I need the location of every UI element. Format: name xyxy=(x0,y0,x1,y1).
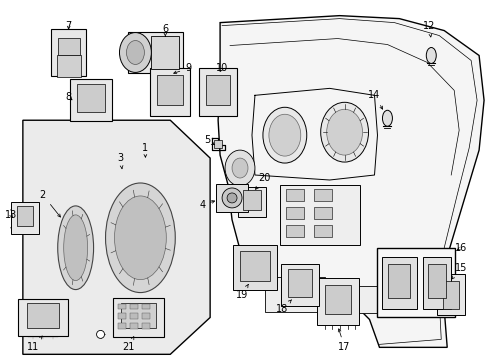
Bar xyxy=(280,264,318,306)
Text: 16: 16 xyxy=(454,243,467,253)
Text: 3: 3 xyxy=(117,153,123,169)
Bar xyxy=(199,68,237,116)
Bar xyxy=(17,206,33,226)
Text: 5: 5 xyxy=(203,135,214,145)
Bar xyxy=(313,189,331,201)
Bar xyxy=(216,184,247,212)
Bar xyxy=(157,75,183,105)
Bar xyxy=(442,280,458,309)
Bar xyxy=(206,75,229,105)
Text: 4: 4 xyxy=(199,200,214,210)
Bar xyxy=(130,303,138,310)
Text: 12: 12 xyxy=(422,21,435,37)
Bar xyxy=(287,269,311,297)
Bar xyxy=(344,285,394,314)
Bar xyxy=(130,314,138,319)
Ellipse shape xyxy=(232,158,247,178)
Bar xyxy=(387,264,409,298)
Bar xyxy=(142,323,150,329)
Ellipse shape xyxy=(58,206,93,289)
Bar xyxy=(316,278,358,325)
Ellipse shape xyxy=(96,330,104,338)
Ellipse shape xyxy=(326,109,362,155)
Text: 8: 8 xyxy=(65,92,72,102)
Text: 11: 11 xyxy=(27,336,42,352)
Bar xyxy=(142,314,150,319)
Ellipse shape xyxy=(114,196,166,280)
Polygon shape xyxy=(23,120,210,354)
Bar xyxy=(285,225,303,237)
Bar xyxy=(58,37,80,55)
Text: 1: 1 xyxy=(142,143,148,157)
Ellipse shape xyxy=(224,150,254,186)
Bar xyxy=(423,257,450,309)
Bar xyxy=(151,36,179,69)
Ellipse shape xyxy=(126,41,144,64)
Bar xyxy=(112,298,164,337)
Text: 9: 9 xyxy=(173,63,191,74)
Ellipse shape xyxy=(226,193,237,203)
Ellipse shape xyxy=(222,188,242,208)
Bar xyxy=(264,277,324,312)
Bar xyxy=(51,28,86,76)
Bar xyxy=(150,68,190,116)
Bar xyxy=(427,264,446,298)
Ellipse shape xyxy=(119,32,151,72)
Bar xyxy=(11,202,39,234)
Bar xyxy=(18,298,67,336)
Bar xyxy=(57,55,81,77)
Ellipse shape xyxy=(382,110,392,126)
Bar xyxy=(118,314,126,319)
Text: 14: 14 xyxy=(367,90,382,109)
Ellipse shape xyxy=(105,183,175,293)
Bar xyxy=(436,274,464,315)
Bar xyxy=(232,245,277,290)
Bar xyxy=(240,251,269,280)
Polygon shape xyxy=(218,15,483,347)
Bar xyxy=(121,302,156,328)
Bar xyxy=(285,189,303,201)
Text: 15: 15 xyxy=(451,263,467,279)
Bar xyxy=(324,285,350,315)
Bar xyxy=(128,32,183,73)
Text: 17: 17 xyxy=(338,329,350,352)
Ellipse shape xyxy=(263,107,306,163)
Text: 21: 21 xyxy=(122,337,134,352)
Bar xyxy=(130,323,138,329)
Bar xyxy=(243,190,261,210)
Text: 6: 6 xyxy=(162,24,168,36)
Bar xyxy=(69,80,111,121)
Bar xyxy=(238,187,265,217)
Bar xyxy=(77,84,104,112)
Bar xyxy=(279,185,359,245)
Bar xyxy=(313,225,331,237)
Text: 2: 2 xyxy=(40,190,61,217)
Bar xyxy=(214,140,222,148)
Bar xyxy=(285,207,303,219)
Ellipse shape xyxy=(426,48,435,63)
Text: 13: 13 xyxy=(5,210,17,220)
Ellipse shape xyxy=(63,215,87,280)
Text: 20: 20 xyxy=(255,173,270,189)
Ellipse shape xyxy=(268,114,300,156)
Text: 10: 10 xyxy=(216,63,228,73)
Bar xyxy=(142,303,150,310)
Ellipse shape xyxy=(320,102,368,162)
Bar xyxy=(118,323,126,329)
Bar xyxy=(313,207,331,219)
Text: 18: 18 xyxy=(275,300,291,315)
Text: 19: 19 xyxy=(235,284,248,300)
Bar xyxy=(118,303,126,310)
Text: 7: 7 xyxy=(65,21,72,31)
Bar xyxy=(27,302,59,328)
Bar xyxy=(377,248,454,318)
Bar xyxy=(381,257,416,309)
